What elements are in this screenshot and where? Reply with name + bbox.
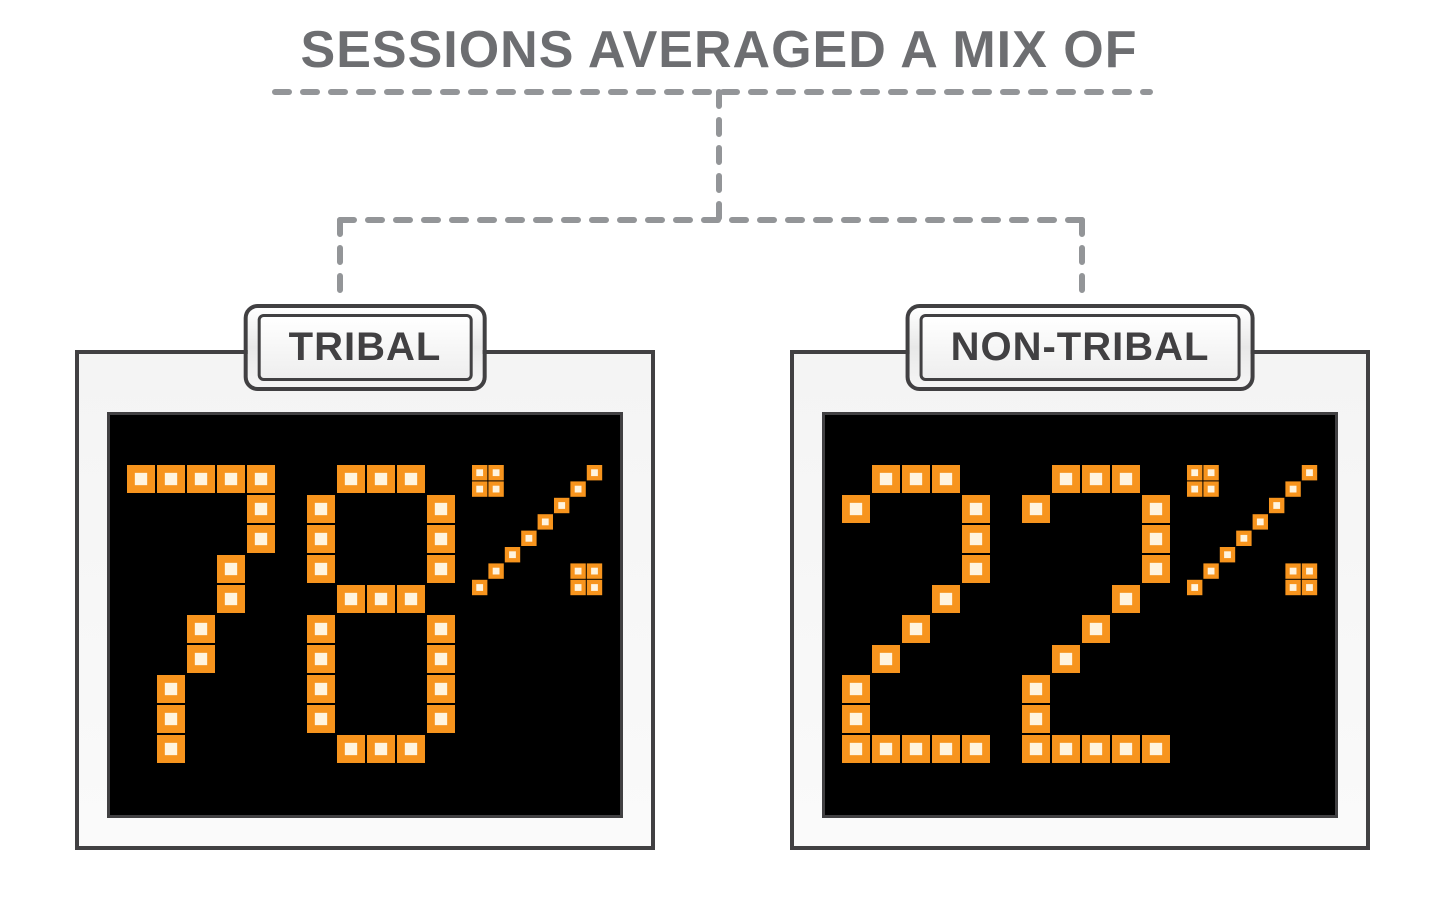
panel-nontribal: NON-TRIBAL xyxy=(790,350,1370,850)
label-text-tribal: TRIBAL xyxy=(258,314,473,381)
page-title: SESSIONS AVERAGED A MIX OF xyxy=(0,20,1438,80)
display-tribal xyxy=(107,412,623,818)
label-text-nontribal: NON-TRIBAL xyxy=(920,314,1241,381)
display-nontribal xyxy=(822,412,1338,818)
connector-diagram xyxy=(0,80,1438,340)
label-tab-nontribal: NON-TRIBAL xyxy=(906,304,1255,391)
label-tab-tribal: TRIBAL xyxy=(244,304,487,391)
panel-tribal: TRIBAL xyxy=(75,350,655,850)
